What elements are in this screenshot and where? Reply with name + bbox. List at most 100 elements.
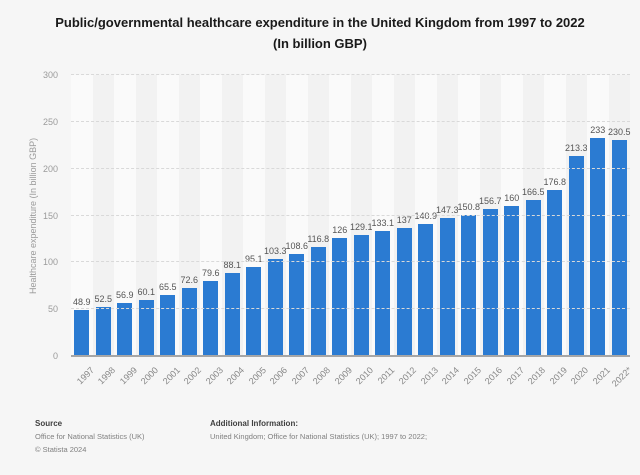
- bar-column-2009: 126: [329, 75, 351, 356]
- x-tick-1998: 1998: [93, 358, 117, 400]
- x-axis-labels: 1997 1998 1999 2000 2001 2002 2003 2004 2005 2006…: [71, 358, 634, 400]
- value-label-2009: 126: [332, 224, 348, 235]
- y-tick-label-0: 0: [52, 351, 58, 361]
- x-tick-2011: 2011: [372, 358, 397, 400]
- x-tick-2016: 2016: [480, 358, 504, 400]
- bar-2022*: [611, 140, 627, 356]
- bar-1998: [95, 306, 111, 356]
- bar-column-2018: 166.5: [521, 75, 545, 356]
- value-label-2002: 72.6: [180, 275, 199, 285]
- bar-2015: [461, 214, 477, 356]
- bar-column-2021: 233: [587, 75, 609, 356]
- source-line2: © Statista 2024: [35, 445, 87, 454]
- bar-column-1997: 48.9: [71, 75, 93, 356]
- value-label-1998: 52.5: [94, 293, 113, 304]
- bar-2000: [138, 299, 154, 356]
- bar-column-2016: 156.7: [478, 75, 502, 356]
- value-label-2007: 108.6: [285, 241, 309, 252]
- plot-area: 0 50 100 150 200 250 300 48.9 52.5 56.9 60.1 65.5 72…: [43, 70, 631, 361]
- footer-additional: Additional Information: United Kingdom; …: [210, 417, 427, 443]
- chart-title-line1: Public/governmental healthcare expenditu…: [55, 15, 585, 30]
- additional-info-label: Additional Information:: [210, 419, 298, 428]
- value-label-2018: 166.5: [521, 187, 545, 198]
- value-label-1999: 56.9: [115, 289, 134, 300]
- x-tick-1999: 1999: [114, 358, 139, 400]
- gridline-300: [71, 74, 630, 75]
- x-tick-label: 2022*: [609, 365, 634, 389]
- additional-info-line1: United Kingdom; Office for National Stat…: [210, 432, 428, 441]
- bar-column-2012: 137: [393, 75, 415, 356]
- bar-column-2008: 116.8: [307, 75, 330, 356]
- bar-column-2022*: 230.5: [608, 75, 631, 356]
- chart-title: Public/governmental healthcare expenditu…: [0, 12, 640, 54]
- x-tick-2017: 2017: [501, 358, 526, 400]
- x-tick-2003: 2003: [200, 358, 225, 400]
- x-tick-2002: 2002: [179, 358, 203, 400]
- bar-2002: [181, 288, 197, 356]
- bar-column-2001: 65.5: [157, 75, 179, 356]
- value-label-2008: 116.8: [307, 233, 330, 244]
- bar-column-2003: 79.6: [200, 75, 222, 356]
- source-line1: Office for National Statistics (UK): [35, 432, 145, 441]
- bar-column-2010: 129.1: [349, 75, 373, 356]
- bar-2005: [246, 266, 262, 356]
- x-tick-2005: 2005: [243, 358, 268, 400]
- bar-2009: [332, 237, 348, 356]
- value-label-2013: 140.9: [414, 211, 438, 222]
- x-tick-2013: 2013: [415, 358, 440, 400]
- bar-column-2019: 176.8: [543, 75, 567, 356]
- bar-column-1998: 52.5: [92, 75, 114, 356]
- bar-2001: [160, 294, 176, 356]
- x-tick-2015: 2015: [458, 358, 483, 400]
- bar-column-2007: 108.6: [285, 75, 309, 356]
- bar-2010: [353, 235, 369, 356]
- bar-2006: [267, 259, 283, 356]
- bar-1999: [117, 302, 133, 356]
- x-axis-line: [71, 355, 630, 357]
- footer-source: Source Office for National Statistics (U…: [35, 417, 144, 456]
- y-tick-label-150: 150: [42, 210, 58, 221]
- value-label-2015: 150.8: [457, 201, 481, 212]
- x-tick-2006: 2006: [265, 358, 289, 400]
- bar-2007: [289, 254, 305, 356]
- value-label-2019: 176.8: [543, 177, 567, 188]
- x-tick-2022*: 2022*: [609, 358, 634, 400]
- gridline-50: [71, 308, 630, 310]
- x-tick-2010: 2010: [351, 358, 375, 400]
- x-tick-2021: 2021: [587, 358, 612, 400]
- bar-column-2004: 88.1: [221, 75, 243, 356]
- bar-1997: [74, 310, 90, 356]
- bar-column-2015: 150.8: [457, 75, 481, 356]
- value-label-2005: 95.1: [244, 253, 263, 264]
- value-label-2016: 156.7: [478, 196, 502, 207]
- bar-2012: [396, 227, 412, 356]
- value-label-2020: 213.3: [564, 143, 588, 154]
- bar-2021: [590, 137, 606, 356]
- bar-2011: [375, 231, 391, 356]
- bar-2004: [224, 273, 240, 356]
- bar-column-2020: 213.3: [564, 75, 588, 356]
- y-tick-label-200: 200: [42, 163, 58, 174]
- bar-column-2002: 72.6: [178, 75, 200, 356]
- bar-2013: [418, 224, 434, 356]
- x-tick-2007: 2007: [286, 358, 311, 400]
- value-label-2021: 233: [590, 124, 606, 135]
- bar-column-1999: 56.9: [114, 75, 136, 356]
- x-tick-2014: 2014: [437, 358, 461, 400]
- y-tick-label-300: 300: [42, 70, 58, 80]
- x-tick-2000: 2000: [136, 358, 160, 400]
- value-label-2017: 160: [504, 193, 520, 204]
- bar-2019: [547, 190, 563, 356]
- bar-2014: [439, 218, 455, 356]
- x-tick-2008: 2008: [308, 358, 332, 400]
- bar-column-2013: 140.9: [414, 75, 438, 356]
- bar-column-2006: 103.3: [263, 75, 287, 356]
- value-label-2004: 88.1: [223, 260, 242, 271]
- value-label-2014: 147.3: [435, 205, 459, 216]
- bar-2003: [203, 281, 219, 356]
- bar-column-2014: 147.3: [435, 75, 459, 356]
- value-label-2006: 103.3: [263, 246, 287, 257]
- bar-column-2011: 133.1: [371, 75, 394, 356]
- value-label-2010: 129.1: [349, 222, 373, 233]
